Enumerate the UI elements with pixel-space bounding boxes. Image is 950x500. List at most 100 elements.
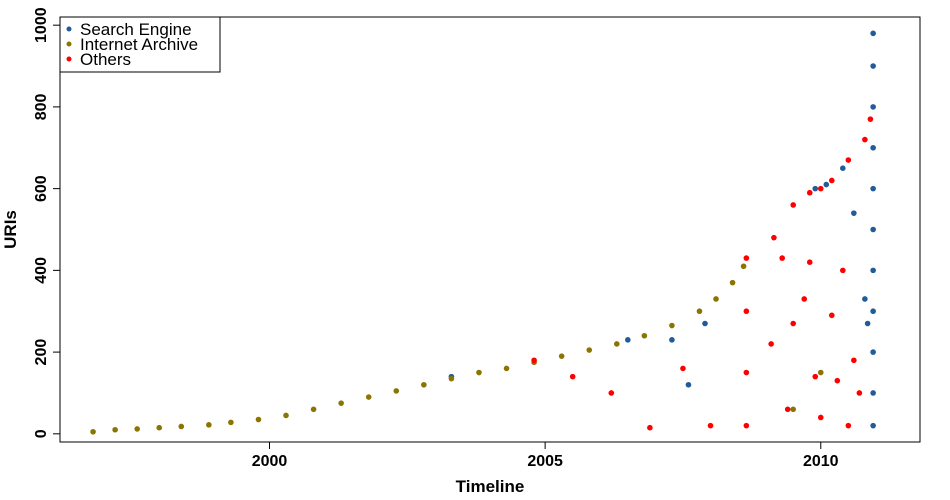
data-point — [817, 414, 824, 421]
data-point — [669, 337, 675, 343]
y-tick-label: 0 — [33, 429, 50, 438]
series-internet-archive — [90, 263, 824, 435]
x-axis-title: Timeline — [456, 477, 525, 496]
data-point — [812, 373, 819, 380]
data-point — [608, 390, 615, 396]
data-point — [870, 144, 876, 151]
series-others — [531, 116, 874, 431]
data-point — [625, 337, 631, 343]
data-point — [586, 347, 593, 353]
data-point — [801, 296, 808, 302]
data-point — [870, 30, 876, 37]
data-point — [870, 422, 876, 429]
data-point — [421, 381, 427, 388]
data-point — [503, 365, 510, 372]
data-point — [840, 267, 846, 274]
plot-frame — [59, 16, 921, 443]
data-point — [845, 422, 852, 429]
data-point — [729, 279, 736, 286]
legend-label: Search Engine — [80, 20, 192, 39]
data-point — [680, 365, 686, 372]
x-tick-label: 2010 — [803, 453, 839, 470]
data-point — [90, 428, 96, 435]
data-point — [558, 353, 565, 359]
data-point — [851, 210, 857, 216]
data-point — [806, 259, 813, 265]
data-point — [834, 377, 841, 384]
data-point — [864, 320, 871, 327]
data-point — [393, 388, 400, 394]
x-tick-label: 2005 — [527, 453, 563, 470]
legend-marker — [66, 26, 72, 32]
data-point — [817, 185, 824, 192]
data-point — [707, 422, 714, 429]
y-tick-label: 200 — [33, 339, 50, 366]
data-point — [134, 426, 140, 432]
data-point — [156, 424, 163, 431]
x-tick-label: 2000 — [252, 453, 288, 470]
data-point — [569, 373, 576, 380]
y-tick-label: 1000 — [33, 7, 50, 43]
data-point — [870, 267, 876, 274]
data-point — [862, 296, 868, 302]
data-point — [743, 308, 750, 315]
y-tick-label: 400 — [33, 257, 50, 284]
data-point — [531, 357, 537, 364]
data-point — [806, 189, 813, 196]
data-point — [255, 416, 262, 423]
y-tick-label: 600 — [33, 175, 50, 202]
data-point — [790, 320, 797, 327]
data-point — [613, 341, 620, 347]
series-search-engine — [448, 30, 876, 429]
data-point — [870, 390, 876, 396]
data-point — [647, 424, 653, 431]
data-point — [702, 320, 708, 327]
data-point — [790, 202, 797, 208]
data-point — [790, 406, 797, 413]
data-point — [862, 136, 868, 143]
data-point — [828, 177, 835, 184]
data-point — [743, 422, 750, 429]
data-point — [669, 322, 675, 329]
data-point — [870, 63, 876, 69]
data-point — [828, 312, 835, 319]
data-point — [870, 104, 876, 110]
data-point — [206, 422, 212, 428]
data-point — [696, 308, 703, 315]
data-point — [870, 349, 876, 355]
data-point — [448, 375, 455, 382]
data-point — [840, 165, 846, 172]
data-point — [740, 263, 747, 270]
data-point — [845, 157, 852, 163]
data-point — [365, 394, 372, 400]
data-point — [228, 419, 234, 426]
data-point — [817, 369, 824, 376]
legend-label: Others — [80, 50, 131, 69]
data-points — [90, 30, 876, 435]
data-point — [784, 406, 791, 413]
data-point — [771, 234, 777, 241]
data-point — [685, 381, 692, 388]
data-point — [870, 308, 876, 315]
data-point — [338, 400, 344, 406]
legend-label: Internet Archive — [80, 35, 198, 54]
data-point — [283, 412, 289, 419]
data-point — [713, 296, 719, 302]
data-point — [823, 181, 830, 188]
data-point — [870, 226, 876, 233]
data-point — [867, 116, 874, 122]
data-point — [743, 369, 750, 376]
y-tick-label: 800 — [33, 93, 50, 120]
data-point — [476, 369, 482, 376]
legend-marker — [66, 41, 72, 47]
data-point — [851, 357, 857, 364]
legend-box — [59, 16, 221, 73]
axes: 2000 2005 2010 0 200 400 600 800 1000 — [33, 7, 921, 470]
legend-marker — [66, 56, 72, 62]
data-point — [112, 426, 118, 433]
data-point — [779, 255, 785, 261]
data-point — [812, 185, 819, 192]
